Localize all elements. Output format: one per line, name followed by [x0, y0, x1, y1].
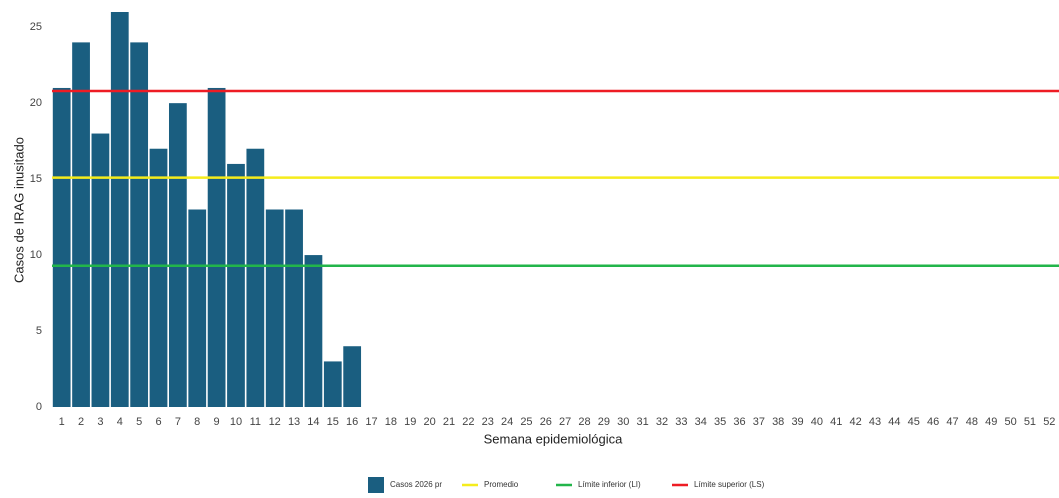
y-tick-label: 15 — [30, 173, 42, 185]
y-tick-label: 10 — [30, 249, 42, 261]
x-tick-label: 52 — [1043, 416, 1055, 428]
bar — [91, 133, 110, 408]
x-tick-label: 13 — [288, 416, 300, 428]
y-tick-label: 0 — [36, 401, 42, 413]
x-tick-label: 17 — [365, 416, 377, 428]
x-tick-label: 8 — [194, 416, 200, 428]
x-tick-label: 30 — [617, 416, 629, 428]
bar — [323, 361, 342, 407]
x-tick-label: 51 — [1024, 416, 1036, 428]
x-tick-label: 10 — [230, 416, 242, 428]
x-tick-label: 22 — [462, 416, 474, 428]
legend-swatch — [368, 477, 384, 493]
x-tick-label: 27 — [559, 416, 571, 428]
bar — [168, 103, 187, 408]
x-tick-label: 28 — [578, 416, 590, 428]
x-tick-label: 2 — [78, 416, 84, 428]
x-tick-label: 38 — [772, 416, 784, 428]
x-tick-label: 40 — [811, 416, 823, 428]
legend-label: Límite inferior (LI) — [578, 480, 641, 489]
legend-label: Límite superior (LS) — [694, 480, 765, 489]
x-tick-label: 25 — [520, 416, 532, 428]
x-tick-label: 44 — [888, 416, 900, 428]
x-tick-label: 12 — [269, 416, 281, 428]
x-tick-label: 46 — [927, 416, 939, 428]
x-tick-label: 36 — [733, 416, 745, 428]
x-tick-label: 15 — [327, 416, 339, 428]
x-tick-label: 24 — [501, 416, 513, 428]
x-tick-label: 21 — [443, 416, 455, 428]
x-tick-label: 3 — [97, 416, 103, 428]
bar — [72, 42, 90, 408]
bar — [265, 209, 284, 407]
x-tick-label: 9 — [214, 416, 220, 428]
x-tick-label: 43 — [869, 416, 881, 428]
bar — [227, 163, 245, 407]
y-tick-label: 5 — [36, 325, 42, 337]
bar — [246, 148, 265, 407]
bar — [188, 209, 207, 407]
y-tick-label: 25 — [30, 21, 42, 33]
x-tick-label: 34 — [695, 416, 707, 428]
x-tick-label: 47 — [946, 416, 958, 428]
x-tick-label: 5 — [136, 416, 142, 428]
bar — [110, 12, 129, 407]
legend-label: Casos 2026 pr — [390, 480, 442, 489]
legend-label: Promedio — [484, 480, 519, 489]
x-tick-label: 33 — [675, 416, 687, 428]
x-tick-label: 16 — [346, 416, 358, 428]
x-tick-label: 42 — [850, 416, 862, 428]
x-tick-label: 45 — [908, 416, 920, 428]
x-tick-label: 4 — [117, 416, 123, 428]
x-tick-label: 19 — [404, 416, 416, 428]
bar — [207, 87, 226, 407]
y-tick-label: 20 — [30, 97, 42, 109]
bar — [130, 42, 149, 408]
x-tick-label: 29 — [598, 416, 610, 428]
x-tick-label: 48 — [966, 416, 978, 428]
x-tick-label: 7 — [175, 416, 181, 428]
x-tick-label: 26 — [540, 416, 552, 428]
x-tick-label: 50 — [1004, 416, 1016, 428]
x-tick-label: 49 — [985, 416, 997, 428]
x-tick-label: 11 — [250, 416, 261, 428]
bar — [285, 209, 303, 407]
bar — [343, 346, 362, 407]
x-tick-label: 23 — [482, 416, 494, 428]
x-axis-title: Semana epidemiológica — [484, 431, 624, 446]
y-axis-title: Casos de IRAG inusitado — [11, 137, 26, 283]
bar — [52, 87, 71, 407]
x-tick-label: 18 — [385, 416, 397, 428]
x-tick-label: 20 — [424, 416, 436, 428]
x-tick-label: 41 — [830, 416, 842, 428]
x-tick-label: 6 — [155, 416, 161, 428]
bar — [304, 255, 323, 407]
bar — [149, 148, 168, 407]
x-tick-label: 39 — [791, 416, 803, 428]
x-tick-label: 35 — [714, 416, 726, 428]
x-tick-label: 14 — [307, 416, 319, 428]
x-tick-label: 32 — [656, 416, 668, 428]
x-tick-label: 1 — [59, 416, 65, 428]
x-tick-label: 37 — [753, 416, 765, 428]
x-tick-label: 31 — [637, 416, 649, 428]
